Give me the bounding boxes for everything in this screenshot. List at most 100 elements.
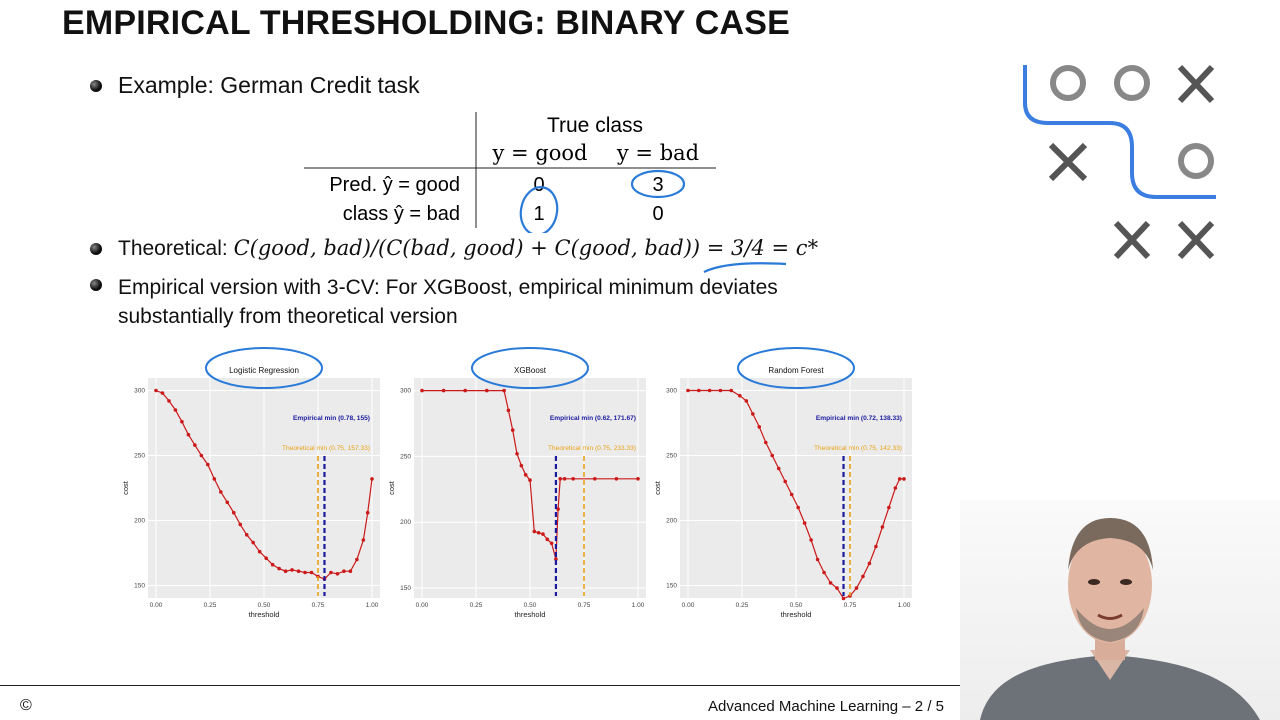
- x-mark-icon: [1177, 64, 1215, 104]
- y-tick-label: 200: [400, 519, 411, 526]
- data-point: [251, 540, 255, 545]
- data-point: [841, 596, 846, 601]
- data-point: [277, 566, 281, 571]
- y-axis-label: cost: [387, 480, 396, 495]
- bullet-marker: [90, 279, 102, 291]
- y-tick-label: 300: [400, 388, 411, 395]
- data-point: [536, 530, 541, 535]
- theoretical-min-label: Theoretical min (0.75, 142.33): [814, 445, 902, 452]
- data-point: [902, 477, 906, 481]
- data-point: [751, 412, 755, 416]
- annotation-title-circle: [205, 347, 323, 389]
- x-tick-label: 0.50: [258, 602, 271, 609]
- row-label-pred-good: Pred. ŷ = good: [329, 174, 460, 196]
- data-point: [231, 510, 236, 515]
- y-tick-label: 200: [134, 518, 145, 525]
- data-point: [523, 473, 528, 477]
- row-label-pred-bad: class ŷ = bad: [343, 203, 460, 225]
- data-point: [167, 399, 171, 403]
- data-point: [290, 568, 294, 572]
- x-tick-label: 0.50: [790, 602, 803, 609]
- bullet-empirical-line1: Empirical version with 3-CV: For XGBoost…: [118, 276, 778, 299]
- o-mark-icon: [1050, 65, 1086, 101]
- chart-logistic-regression: 0.00 0.25 0.50 0.75 1.00 150 200 250 300 threshol…: [121, 347, 380, 619]
- o-mark-icon: [1178, 143, 1214, 179]
- y-tick-label: 250: [666, 453, 677, 460]
- y-tick-label: 250: [400, 453, 411, 460]
- x-tick-label: 0.00: [682, 602, 695, 609]
- x-tick-label: 0.00: [416, 602, 429, 609]
- data-point: [802, 521, 807, 525]
- data-point: [861, 574, 865, 579]
- x-mark-icon: [1113, 220, 1151, 260]
- data-point: [532, 529, 537, 534]
- x-axis-label: threshold: [249, 610, 280, 619]
- data-point: [348, 569, 353, 573]
- data-point: [463, 388, 467, 393]
- col-header-good: y = good: [492, 141, 588, 165]
- slide-title: EMPIRICAL THRESHOLDING: BINARY CASE: [62, 4, 790, 42]
- chart-xgboost: 0.00 0.25 0.50 0.75 1.00 150 200 250 300 threshol…: [387, 347, 646, 619]
- annotation-circle-1: [519, 186, 559, 233]
- data-point: [718, 388, 723, 393]
- bullet-marker: [90, 80, 102, 92]
- data-point: [593, 476, 597, 481]
- data-point: [283, 569, 288, 573]
- data-point: [729, 388, 733, 393]
- data-point: [828, 581, 833, 585]
- x-tick-label: 0.50: [524, 602, 537, 609]
- data-point: [173, 408, 178, 412]
- data-point: [206, 462, 210, 467]
- data-point: [697, 388, 701, 393]
- y-tick-label: 300: [666, 388, 677, 395]
- y-axis-label: cost: [653, 480, 662, 495]
- data-point: [180, 419, 184, 424]
- data-point: [441, 388, 446, 393]
- y-tick-label: 150: [400, 585, 411, 592]
- theoretical-min-label: Theoretical min (0.75, 233.33): [548, 445, 636, 452]
- x-tick-label: 0.25: [204, 602, 217, 609]
- x-axis-label: threshold: [781, 610, 812, 619]
- theoretical-formula: C(good, bad)/(C(bad, good) + C(good, bad…: [233, 236, 819, 260]
- data-point: [562, 476, 567, 481]
- data-point: [506, 408, 511, 413]
- data-point: [225, 500, 230, 505]
- x-tick-label: 0.25: [470, 602, 483, 609]
- data-point: [545, 537, 550, 542]
- data-point: [614, 476, 619, 481]
- data-point: [329, 570, 333, 575]
- cell-good-good: 0: [533, 174, 544, 196]
- data-point: [776, 466, 781, 471]
- annotation-underline: [703, 262, 787, 273]
- data-point: [270, 562, 275, 567]
- data-point: [370, 477, 374, 481]
- x-axis-label: threshold: [515, 610, 546, 619]
- chart-title: Logistic Regression: [229, 366, 299, 375]
- y-tick-label: 200: [666, 518, 677, 525]
- data-point: [686, 388, 690, 393]
- col-header-bad: y = bad: [616, 141, 699, 165]
- data-point: [528, 478, 532, 482]
- x-tick-label: 0.00: [150, 602, 163, 609]
- data-point: [867, 561, 872, 566]
- data-point: [244, 533, 249, 537]
- data-point: [257, 549, 262, 554]
- header-true-class: True class: [547, 114, 643, 137]
- y-tick-label: 150: [666, 583, 677, 590]
- data-point: [238, 522, 243, 527]
- decision-boundary-line: [1023, 65, 1216, 199]
- data-point: [219, 490, 223, 494]
- x-tick-label: 1.00: [898, 602, 911, 609]
- data-point: [420, 388, 424, 393]
- data-point: [485, 388, 489, 393]
- y-axis-label: cost: [121, 480, 130, 495]
- data-point: [796, 505, 800, 510]
- empirical-min-label: Empirical min (0.78, 155): [293, 415, 370, 422]
- footer-divider: [0, 685, 960, 686]
- annotation-title-circle: [737, 347, 855, 389]
- x-mark-icon: [1048, 142, 1088, 182]
- data-point: [789, 492, 794, 497]
- x-tick-label: 1.00: [632, 602, 645, 609]
- data-point: [783, 479, 787, 484]
- bullet-empirical-line2: substantially from theoretical version: [118, 305, 458, 328]
